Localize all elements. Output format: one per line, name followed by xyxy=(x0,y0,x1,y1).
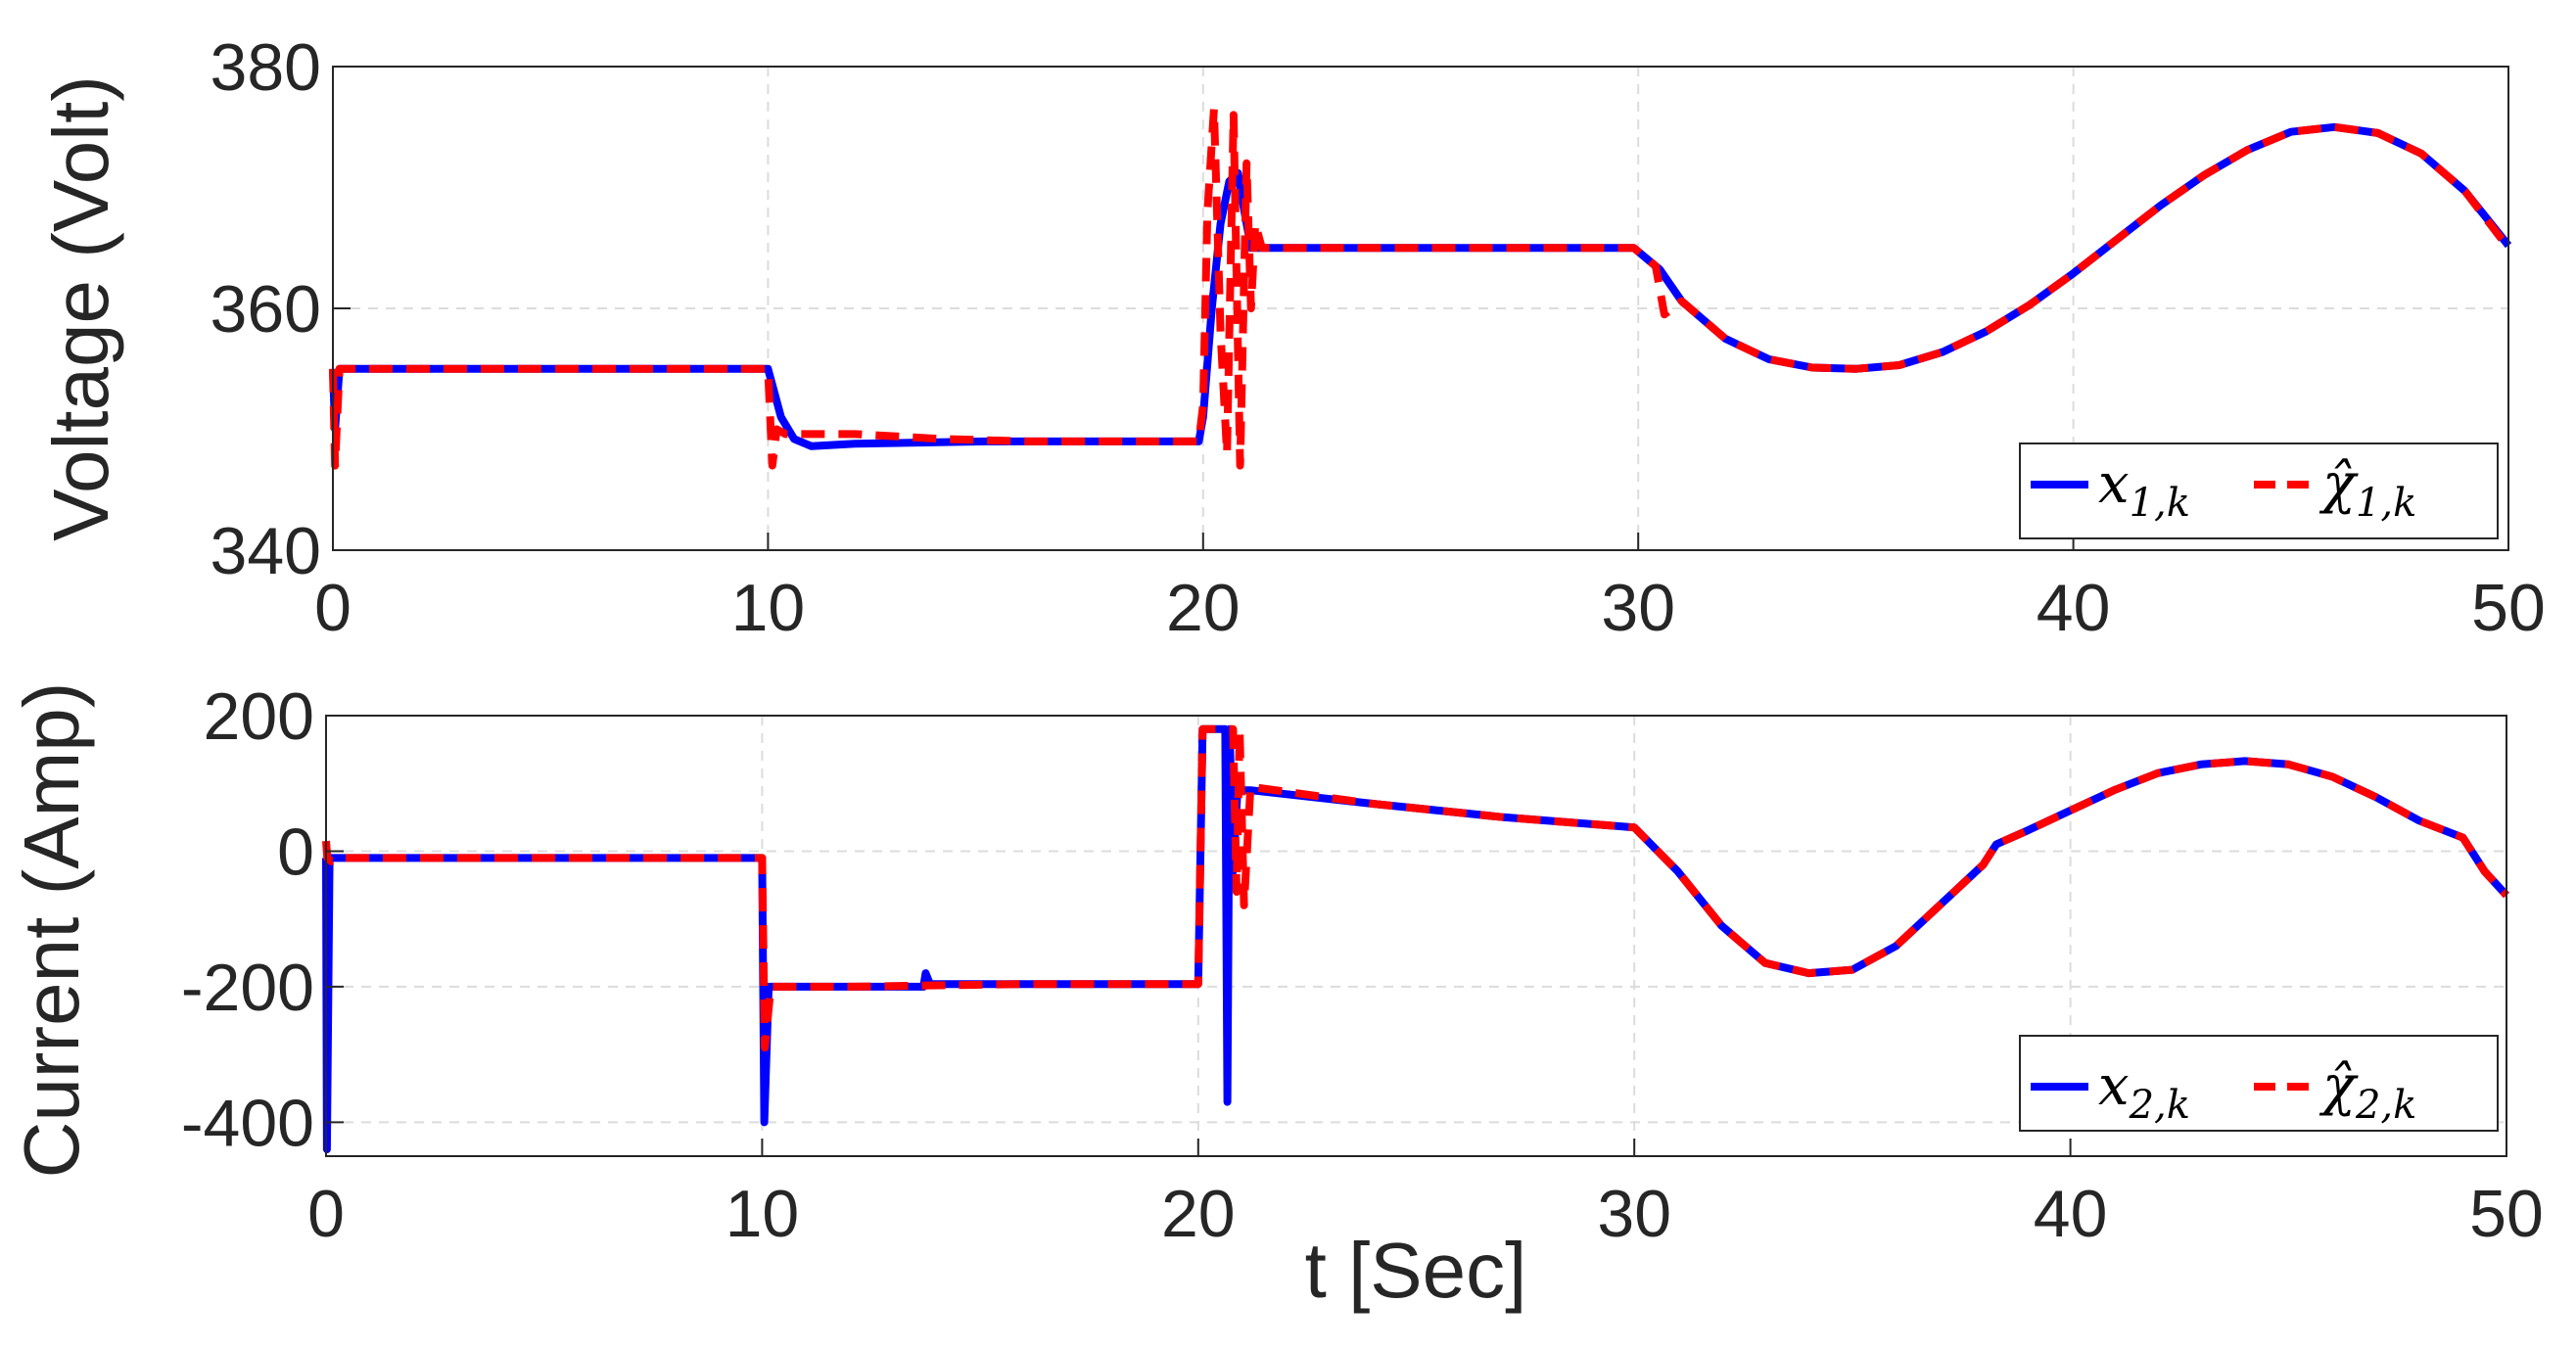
current-panel: 0 10 20 30 40 50 -400 -200 0 200 Current (Amp) t… xyxy=(8,679,2544,1314)
voltage-y-tick-label: 360 xyxy=(211,272,321,347)
current-x-tick-label: 0 xyxy=(307,1177,345,1251)
voltage-x-tick-label: 40 xyxy=(2037,571,2111,645)
current-y-tick-label: 0 xyxy=(277,815,314,889)
current-legend: x2,k χ̂2,k xyxy=(2019,1035,2499,1132)
voltage-y-tick-label: 340 xyxy=(211,514,321,588)
voltage-legend-label-estimated: χ̂1,k xyxy=(2318,452,2416,526)
voltage-y-ticks: 340 360 380 xyxy=(211,30,351,588)
current-x-tick-label: 40 xyxy=(2034,1177,2108,1251)
voltage-legend: x1,k χ̂1,k xyxy=(2019,442,2499,539)
current-legend-label-estimated: χ̂2,k xyxy=(2318,1054,2416,1128)
current-y-tick-label: 200 xyxy=(204,679,314,754)
current-y-tick-label: -400 xyxy=(181,1086,314,1160)
current-series-estimated-line xyxy=(322,724,2509,1052)
voltage-y-tick-label: 380 xyxy=(211,30,321,105)
voltage-y-axis-label: Voltage (Volt) xyxy=(37,75,124,541)
voltage-x-ticks: 0 10 20 30 40 50 xyxy=(314,533,2546,645)
current-series xyxy=(322,724,2509,1154)
voltage-x-tick-label: 10 xyxy=(731,571,806,645)
current-x-tick-label: 30 xyxy=(1597,1177,1671,1251)
current-axes-box xyxy=(325,715,2507,1157)
voltage-legend-box xyxy=(2019,442,2499,539)
voltage-legend-label-measured: x1,k xyxy=(2098,452,2190,526)
current-x-tick-label: 10 xyxy=(726,1177,800,1251)
voltage-series-estimated-line xyxy=(329,105,2512,470)
current-y-tick-label: -200 xyxy=(181,951,314,1025)
current-x-tick-label: 50 xyxy=(2469,1177,2544,1251)
voltage-x-tick-label: 30 xyxy=(1601,571,1675,645)
current-legend-label-measured: x2,k xyxy=(2098,1054,2190,1128)
current-x-ticks: 0 10 20 30 40 50 xyxy=(307,1139,2544,1251)
voltage-series xyxy=(329,105,2512,470)
current-y-ticks: -400 -200 0 200 xyxy=(181,679,344,1160)
current-x-tick-label: 20 xyxy=(1161,1177,1236,1251)
voltage-x-tick-label: 0 xyxy=(314,571,351,645)
voltage-x-tick-label: 20 xyxy=(1166,571,1241,645)
current-x-axis-label: t [Sec] xyxy=(1305,1227,1527,1314)
voltage-x-tick-label: 50 xyxy=(2471,571,2546,645)
current-y-axis-label: Current (Amp) xyxy=(8,682,95,1179)
voltage-panel: 0 10 20 30 40 50 340 360 380 Voltage (Volt) x1,… xyxy=(37,30,2546,645)
